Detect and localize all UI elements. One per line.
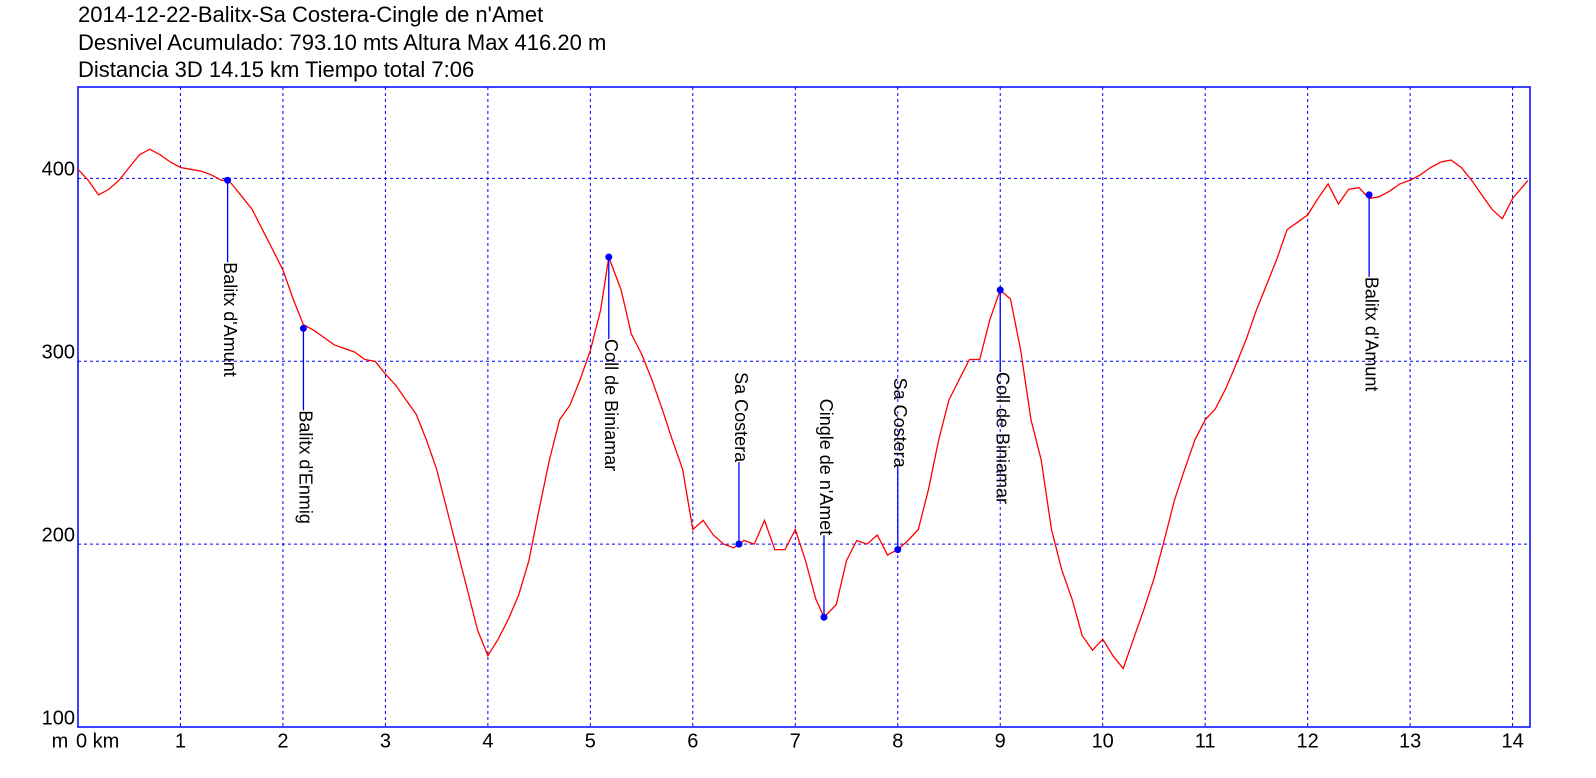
y-axis-label: m: [52, 730, 69, 752]
y-tick-label: 400: [42, 159, 75, 181]
x-tick-label: 1: [175, 730, 186, 752]
title-line: 2014-12-22-Balitx-Sa Costera-Cingle de n…: [78, 2, 543, 27]
waypoint-label: Coll de Biniamar: [601, 339, 621, 471]
waypoint-marker: [996, 286, 1004, 294]
waypoint-marker: [1365, 191, 1373, 199]
waypoint-label: Sa Costera: [731, 372, 751, 463]
y-tick-label: 200: [42, 524, 75, 546]
waypoint-label: Sa Costera: [890, 378, 910, 469]
waypoint-marker: [894, 546, 902, 554]
x-tick-label: 5: [585, 730, 596, 752]
x-tick-label: 8: [892, 730, 903, 752]
x-tick-label: 11: [1195, 730, 1216, 752]
y-tick-label: 300: [42, 342, 75, 364]
x-tick-label: 9: [995, 730, 1006, 752]
x-tick-label: 12: [1297, 730, 1319, 752]
waypoint-label: Balitx d'Amunt: [1361, 277, 1381, 392]
waypoint-marker: [605, 253, 613, 261]
x-tick-label: 14: [1501, 730, 1523, 752]
x-tick-label: 3: [380, 730, 391, 752]
x-tick-label: 4: [482, 730, 493, 752]
waypoint-label: Balitx d'Enmig: [296, 410, 316, 523]
waypoint-marker: [224, 176, 232, 184]
x-tick-label: 6: [687, 730, 698, 752]
x-tick-label: 7: [790, 730, 801, 752]
x-tick-label: 2: [277, 730, 288, 752]
x-tick-label: 0 km: [76, 730, 119, 752]
y-tick-label: 100: [42, 707, 75, 729]
elevation-line: [77, 148, 1529, 670]
waypoint-label: Balitx d'Amunt: [220, 262, 240, 377]
waypoint-marker: [820, 613, 828, 621]
waypoint-marker: [299, 324, 307, 332]
x-tick-label: 10: [1092, 730, 1114, 752]
x-tick-label: 13: [1399, 730, 1421, 752]
plot-frame: [77, 86, 1531, 728]
title-line: Desnivel Acumulado: 793.10 mts Altura Ma…: [78, 30, 606, 55]
waypoint-marker: [735, 540, 743, 548]
title-line: Distancia 3D 14.15 km Tiempo total 7:06: [78, 57, 474, 82]
waypoint-label: Coll de Biniamar: [992, 372, 1012, 504]
waypoint-label: Cingle de n'Amet: [816, 399, 836, 536]
